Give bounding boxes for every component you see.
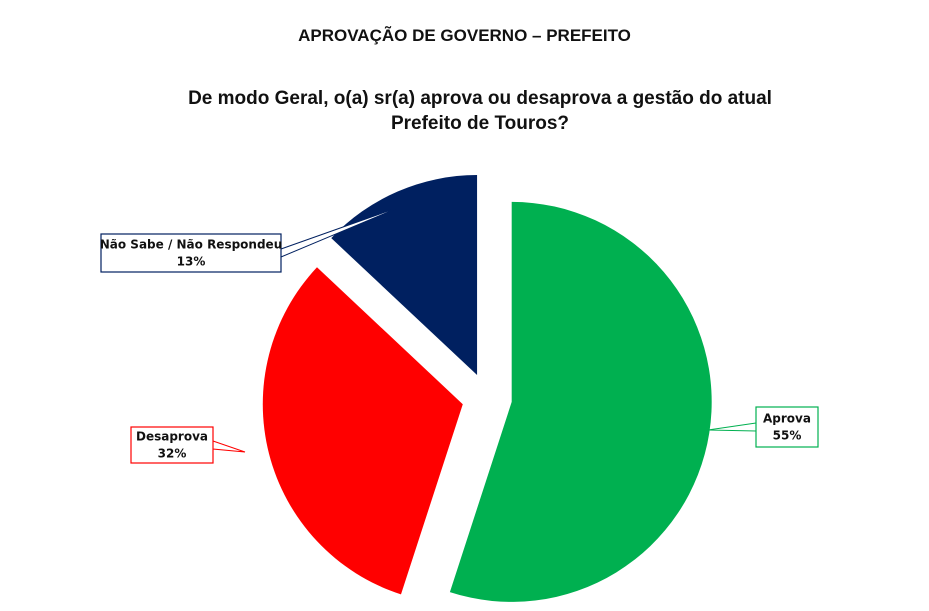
data-label-box — [755, 406, 819, 448]
pie-slice — [262, 267, 463, 595]
data-label-box — [100, 233, 282, 273]
category-label: Aprova — [763, 412, 811, 426]
category-label: Desaprova — [136, 430, 208, 444]
chart-title: APROVAÇÃO DE GOVERNO – PREFEITO — [298, 26, 631, 45]
data-label: 13% — [177, 255, 206, 269]
data-label: 32% — [158, 447, 187, 461]
pie-slice — [449, 201, 712, 602]
data-label-box — [130, 426, 214, 464]
chart-subtitle: De modo Geral, o(a) sr(a) aprova ou desa… — [188, 88, 772, 134]
pie-slice — [331, 175, 478, 376]
category-label: Não Sabe / Não Respondeu — [100, 238, 283, 252]
data-label: 55% — [773, 429, 802, 443]
leader-line — [707, 422, 757, 432]
leader-line — [212, 440, 246, 453]
